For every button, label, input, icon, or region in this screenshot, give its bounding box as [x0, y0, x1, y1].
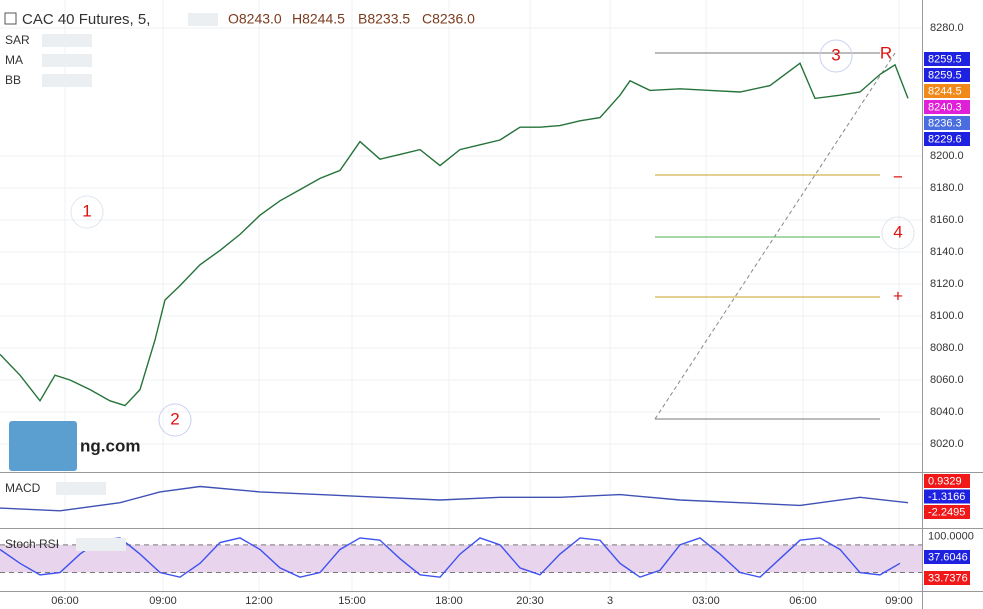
annotation: 4	[893, 222, 902, 241]
y-tick-label: 8060.0	[930, 374, 964, 386]
x-tick-label: 3	[607, 595, 613, 607]
annotation: 3	[831, 45, 840, 64]
price-tag	[924, 100, 970, 114]
band-fill	[0, 544, 922, 573]
ohlc-value: H8244.5	[292, 11, 345, 27]
trend-line	[654, 52, 896, 420]
pane-title: Stoch RSI	[5, 537, 59, 551]
x-tick-label: 09:00	[149, 595, 177, 607]
price-line	[0, 485, 909, 512]
annotation: R	[880, 43, 892, 62]
x-tick-label: 09:00	[885, 595, 913, 607]
price-tag	[924, 505, 970, 519]
annotation: −	[893, 167, 903, 186]
settings-icons[interactable]	[188, 13, 218, 26]
x-tick-label: 03:00	[692, 595, 720, 607]
price-tag-label: 33.7376	[928, 572, 968, 584]
logo	[9, 421, 77, 471]
y-tick-label: 8080.0	[930, 342, 964, 354]
y-tick-label: 8180.0	[930, 182, 964, 194]
y-tick-label: 8160.0	[930, 214, 964, 226]
price-tag-label: 8259.5	[928, 69, 962, 81]
indicator-icons[interactable]	[56, 482, 106, 495]
price-tag	[924, 529, 970, 543]
y-tick-label: 8120.0	[930, 278, 964, 290]
price-tag	[924, 132, 970, 146]
indicator-label[interactable]: MA	[5, 53, 23, 67]
pane-title: MACD	[5, 481, 41, 495]
marker-circle	[70, 195, 104, 229]
price-tag-label: -1.3166	[928, 491, 965, 503]
ohlc-value: O8243.0	[228, 11, 282, 27]
y-tick-label: 8200.0	[930, 150, 964, 162]
price-tag	[924, 571, 970, 585]
indicator-icons[interactable]	[42, 54, 92, 67]
y-tick-label: 8040.0	[930, 406, 964, 418]
price-tag-label: 8240.3	[928, 101, 962, 113]
x-tick-label: 18:00	[435, 595, 463, 607]
drawing-tools: 1 2 3 4 R − +	[70, 39, 915, 437]
marker-circle	[819, 39, 853, 73]
indicator-icons[interactable]	[42, 34, 92, 47]
marker-circle	[881, 216, 915, 250]
price-tag-label: 100.0000	[928, 530, 974, 542]
y-tick-label: 8140.0	[930, 246, 964, 258]
indicator-icons[interactable]	[76, 538, 126, 551]
price-tag	[924, 116, 970, 130]
price-tag	[924, 474, 970, 488]
y-tick-label: 8280.0	[930, 22, 964, 34]
indicator-label[interactable]: BB	[5, 73, 21, 87]
price-line	[0, 537, 901, 578]
indicator-icons[interactable]	[42, 74, 92, 87]
price-tag-label: -2.2495	[928, 506, 965, 518]
x-tick-label: 15:00	[338, 595, 366, 607]
marker-circle	[158, 403, 192, 437]
plots	[0, 62, 922, 578]
price-tag-label: 37.6046	[928, 551, 968, 563]
x-tick-label: 20:30	[516, 595, 544, 607]
annotation: +	[893, 286, 903, 305]
annotation: 2	[170, 409, 179, 428]
price-tag-label: 8229.6	[928, 133, 962, 145]
collapse-icon[interactable]	[4, 12, 17, 25]
price-tag-label: 8244.5	[928, 85, 962, 97]
price-line	[0, 62, 909, 407]
ohlc-value: B8233.5	[358, 11, 410, 27]
price-tag	[924, 68, 970, 82]
watermark: ng.com	[80, 436, 140, 455]
annotation: 1	[82, 201, 91, 220]
indicator-label[interactable]: SAR	[5, 33, 30, 47]
price-tag	[924, 52, 970, 66]
x-tick-label: 06:00	[51, 595, 79, 607]
price-tag	[924, 550, 970, 564]
y-tick-label: 8100.0	[930, 310, 964, 322]
price-tag-label: 8259.5	[928, 53, 962, 65]
ohlc-value: C8236.0	[422, 11, 475, 27]
price-tag-label: 8236.3	[928, 117, 962, 129]
x-tick-label: 12:00	[245, 595, 273, 607]
x-tick-label: 06:00	[789, 595, 817, 607]
price-tag	[924, 84, 970, 98]
y-tick-label: 8020.0	[930, 438, 964, 450]
symbol-title: CAC 40 Futures, 5,	[22, 11, 150, 28]
price-tag-label: 0.9329	[928, 475, 962, 487]
price-tag	[924, 489, 970, 504]
